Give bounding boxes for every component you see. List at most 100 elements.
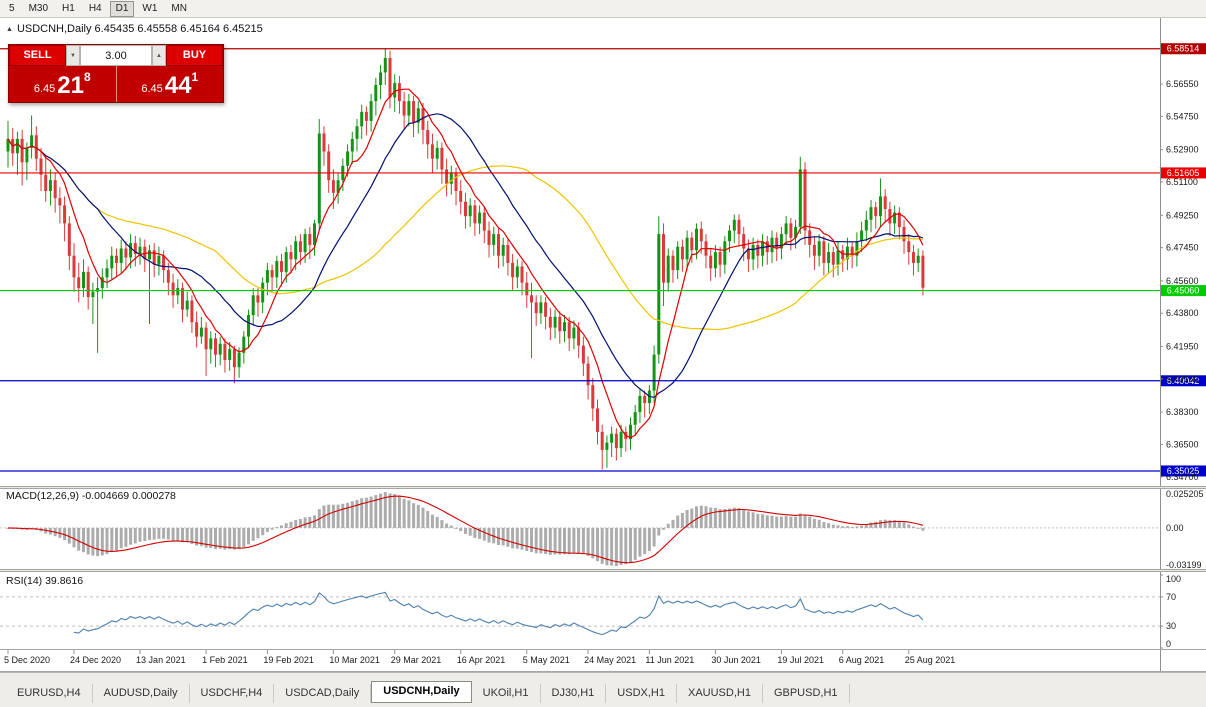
- timeframe-button-d1[interactable]: D1: [109, 0, 135, 17]
- chart-tab-usdcnh-daily[interactable]: USDCNH,Daily: [371, 681, 472, 703]
- macd-bar: [506, 527, 510, 547]
- candle-body: [34, 135, 38, 159]
- chart-tab-xauusd-h1[interactable]: XAUUSD,H1: [677, 684, 763, 703]
- one-click-trading-panel: SELL ▼ ▲ BUY 6.45 21 8 6.45 44 1: [8, 44, 224, 103]
- sell-button[interactable]: SELL: [9, 45, 66, 66]
- price-axis-label: 6.52900: [1166, 145, 1199, 155]
- macd-bar: [596, 527, 599, 562]
- macd-bar: [247, 527, 250, 545]
- trade-panel-controls: SELL ▼ ▲ BUY: [9, 45, 223, 66]
- timeframe-button-5[interactable]: 5: [3, 1, 21, 17]
- candle-body: [459, 191, 463, 202]
- macd-bar: [511, 527, 515, 549]
- macd-bar: [888, 520, 892, 528]
- chart-tab-usdcad-daily[interactable]: USDCAD,Daily: [274, 684, 372, 703]
- date-axis-label: 13 Jan 2021: [136, 655, 186, 665]
- candle-body: [44, 174, 48, 191]
- macd-bar: [82, 527, 85, 553]
- macd-bar: [199, 527, 203, 547]
- candle-body: [166, 270, 170, 283]
- candle-body: [742, 234, 746, 249]
- timeframe-button-h4[interactable]: H4: [83, 1, 108, 17]
- macd-bar: [171, 527, 175, 541]
- volume-decrease-button[interactable]: ▼: [66, 45, 80, 66]
- macd-bar: [581, 527, 585, 555]
- chart-tab-usdchf-h4[interactable]: USDCHF,H4: [190, 684, 275, 703]
- buy-price-display[interactable]: 6.45 44 1: [117, 66, 224, 102]
- rsi-axis-label: 30: [1166, 621, 1176, 631]
- macd-bar: [86, 527, 90, 555]
- panel-splitter[interactable]: [0, 486, 1206, 489]
- macd-bar: [289, 521, 293, 528]
- macd-bar: [369, 496, 373, 528]
- candle-body: [629, 424, 632, 440]
- timeframe-button-m30[interactable]: M30: [23, 1, 54, 17]
- candle-body: [454, 173, 458, 191]
- macd-bar: [157, 527, 161, 539]
- macd-bar: [916, 527, 920, 529]
- chart-tab-usdx-h1[interactable]: USDX,H1: [606, 684, 677, 703]
- candle-body: [242, 336, 246, 353]
- macd-bar: [331, 504, 335, 528]
- candle-body: [879, 196, 882, 217]
- price-line-tag: [1160, 375, 1206, 387]
- price-line-tag: [1160, 43, 1206, 55]
- candle-body: [897, 212, 901, 227]
- candle-body: [379, 72, 383, 85]
- candle-body: [124, 248, 128, 258]
- candle-body: [652, 354, 656, 391]
- macd-bar: [633, 527, 637, 560]
- chart-tab-dj30-h1[interactable]: DJ30,H1: [541, 684, 607, 703]
- macd-bar: [374, 495, 378, 528]
- candle-body: [374, 84, 378, 102]
- date-axis-label: 10 Mar 2021: [329, 655, 380, 665]
- candle-body: [600, 431, 604, 450]
- price-line-tag: [1160, 285, 1206, 297]
- candle-body: [553, 316, 557, 328]
- candle-body: [30, 135, 34, 148]
- volume-input[interactable]: [80, 45, 152, 66]
- buy-button[interactable]: BUY: [166, 45, 223, 66]
- candle-body: [313, 223, 316, 245]
- sell-price-display[interactable]: 6.45 21 8: [9, 66, 116, 102]
- panel-splitter[interactable]: [0, 569, 1206, 572]
- macd-bar: [77, 527, 81, 551]
- timeframe-button-w1[interactable]: W1: [136, 1, 163, 17]
- chart-tab-gbpusd-h1[interactable]: GBPUSD,H1: [763, 684, 850, 703]
- macd-bar: [718, 509, 722, 528]
- candle-body: [732, 219, 736, 231]
- candle-body: [53, 180, 57, 199]
- candle-body: [581, 345, 585, 364]
- candle-body: [751, 244, 755, 260]
- macd-bar: [614, 527, 618, 566]
- candle-body: [393, 83, 397, 98]
- price-line-tag: [1160, 167, 1206, 179]
- macd-bar: [567, 527, 571, 555]
- candle-body: [331, 180, 335, 193]
- price-line-tag-label: 6.40042: [1167, 376, 1200, 386]
- macd-bar: [751, 512, 755, 528]
- candle-body: [251, 295, 255, 316]
- chart-tab-audusd-daily[interactable]: AUDUSD,Daily: [93, 684, 190, 703]
- chart-ohlc-header: ▲ USDCNH,Daily 6.45435 6.45558 6.45164 6…: [6, 23, 263, 35]
- candle-body: [129, 243, 133, 258]
- macd-bar: [737, 508, 741, 528]
- macd-bar: [879, 520, 882, 528]
- macd-bar: [770, 515, 774, 528]
- macd-bar: [294, 519, 298, 528]
- candle-body: [874, 207, 878, 217]
- macd-bar: [284, 523, 288, 528]
- timeframe-button-mn[interactable]: MN: [165, 1, 193, 17]
- candle-body: [827, 252, 831, 263]
- macd-bar: [836, 525, 840, 528]
- candle-body: [728, 230, 731, 242]
- timeframe-button-h1[interactable]: H1: [56, 1, 81, 17]
- macd-bar: [864, 524, 868, 528]
- candle-body: [280, 261, 283, 272]
- macd-bar: [765, 515, 769, 528]
- candle-body: [322, 133, 326, 152]
- macd-bar: [558, 527, 562, 555]
- volume-increase-button[interactable]: ▲: [152, 45, 166, 66]
- chart-tab-eurusd-h4[interactable]: EURUSD,H4: [6, 684, 93, 703]
- chart-tab-ukoil-h1[interactable]: UKOil,H1: [472, 684, 541, 703]
